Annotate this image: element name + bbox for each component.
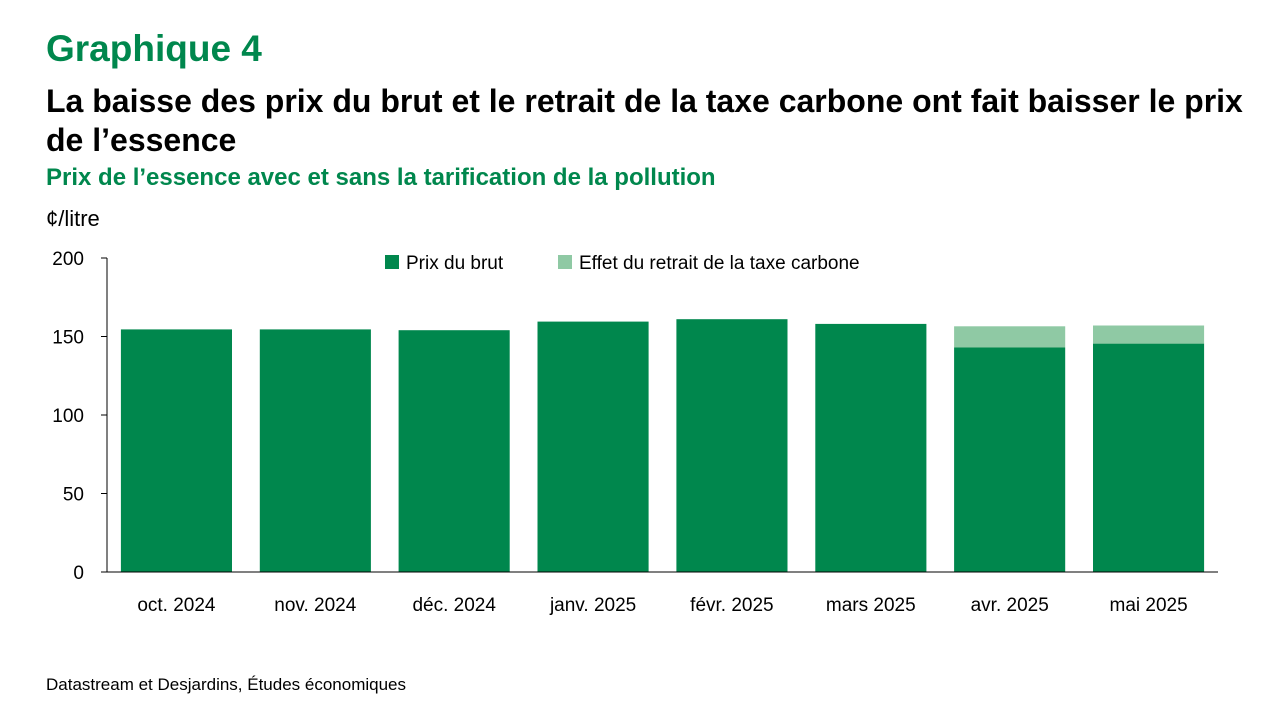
y-tick-label: 50 — [63, 485, 84, 506]
bar-crude-price — [676, 319, 788, 572]
legend-label-carbon-tax: Effet du retrait de la taxe carbone — [579, 253, 860, 274]
x-tick-label: mars 2025 — [826, 595, 916, 616]
y-tick-label: 200 — [52, 249, 84, 270]
x-tick-label: nov. 2024 — [274, 595, 356, 616]
bar-crude-price — [259, 329, 371, 572]
chart-subtitle: Prix de l’essence avec et sans la tarifi… — [46, 164, 716, 191]
legend-label-crude: Prix du brut — [406, 253, 504, 274]
bar-crude-price — [1093, 343, 1205, 572]
y-tick-label: 150 — [52, 328, 84, 349]
x-tick-label: avr. 2025 — [971, 595, 1049, 616]
bar-carbon-tax-effect — [1093, 325, 1205, 344]
x-tick-label: oct. 2024 — [137, 595, 216, 616]
x-tick-label: déc. 2024 — [412, 595, 496, 616]
legend-swatch-crude — [385, 255, 399, 269]
bar-carbon-tax-effect — [954, 326, 1066, 348]
x-tick-label: févr. 2025 — [690, 595, 773, 616]
x-tick-label: janv. 2025 — [549, 595, 636, 616]
chart-legend: Prix du brut Effet du retrait de la taxe… — [385, 253, 860, 274]
bar-crude-price — [537, 321, 649, 572]
source-note: Datastream et Desjardins, Études économi… — [46, 675, 407, 694]
y-tick-label: 100 — [52, 406, 84, 427]
graph-label: Graphique 4 — [46, 28, 262, 69]
y-axis-unit-label: ¢/litre — [46, 206, 100, 231]
chart-title: La baisse des prix du brut et le retrait… — [46, 83, 1243, 158]
bar-crude-price — [815, 323, 927, 572]
x-tick-label: mai 2025 — [1110, 595, 1188, 616]
bar-crude-price — [954, 347, 1066, 572]
y-tick-label: 0 — [73, 563, 84, 584]
legend-swatch-carbon-tax — [558, 255, 572, 269]
bar-crude-price — [398, 330, 510, 572]
bar-crude-price — [120, 329, 232, 572]
